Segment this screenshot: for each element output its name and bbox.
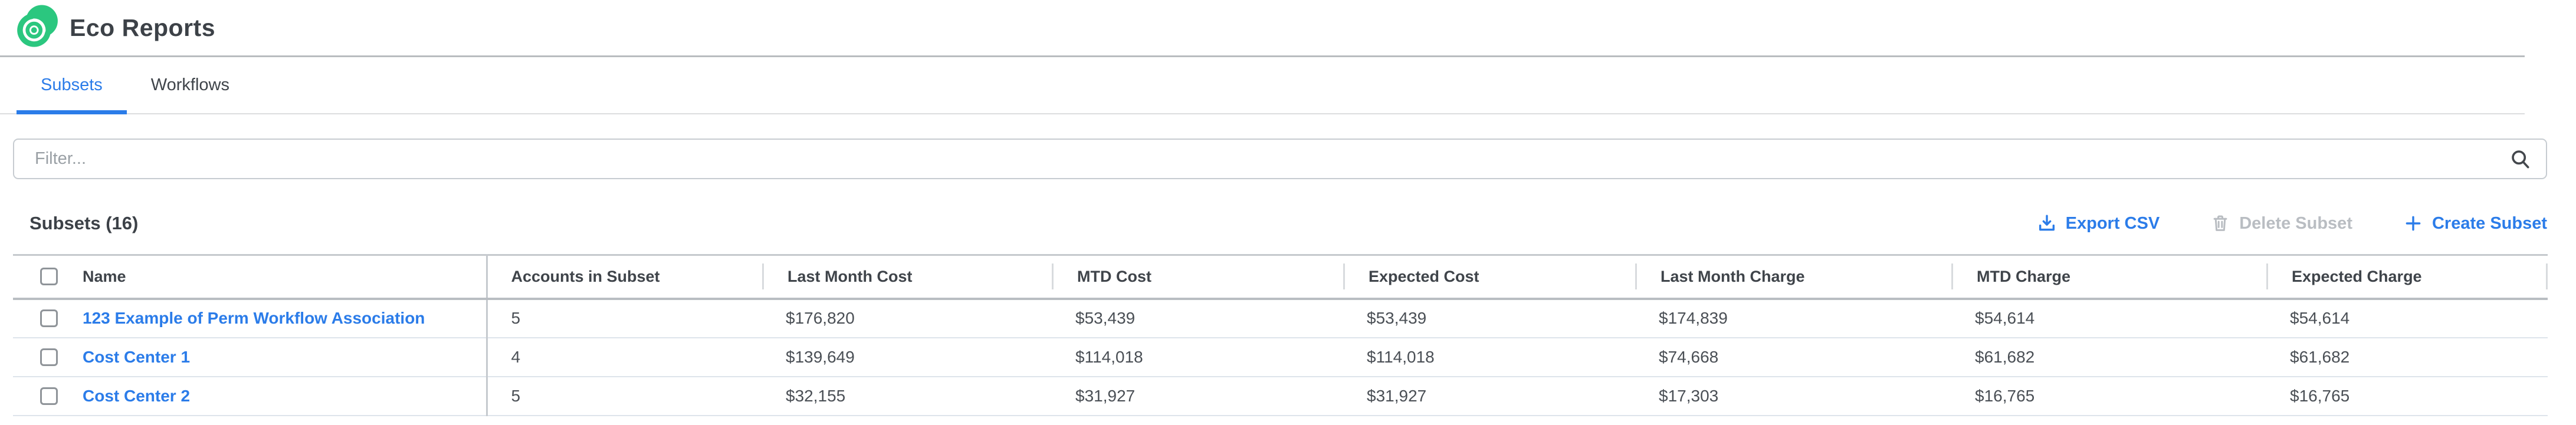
app-header: Eco Reports xyxy=(0,0,2525,57)
accounts-cell: 4 xyxy=(485,337,762,377)
mtd-cost-cell: $114,018 xyxy=(1052,337,1343,377)
mtd-charge-cell: $16,765 xyxy=(1951,376,2266,416)
delete-subset-button[interactable]: Delete Subset xyxy=(2210,213,2352,233)
column-header-expected-cost[interactable]: Expected Cost xyxy=(1343,255,1635,300)
table-body: 123 Example of Perm Workflow Association… xyxy=(13,298,2548,416)
expected-charge-cell: $54,614 xyxy=(2266,298,2548,338)
last-month-charge-cell: $74,668 xyxy=(1635,337,1951,377)
expected-cost-cell: $114,018 xyxy=(1343,337,1635,377)
column-header-name[interactable]: Name xyxy=(13,255,487,300)
column-header-mtd-charge[interactable]: MTD Charge xyxy=(1951,255,2266,300)
delete-subset-label: Delete Subset xyxy=(2239,213,2352,233)
column-header-expected-charge[interactable]: Expected Charge xyxy=(2266,255,2548,300)
column-header-last-month-cost[interactable]: Last Month Cost xyxy=(762,255,1052,300)
export-csv-label: Export CSV xyxy=(2065,213,2160,233)
subset-name-link[interactable]: Cost Center 2 xyxy=(83,386,191,405)
name-cell: Cost Center 1 xyxy=(13,337,487,377)
select-all-checkbox[interactable] xyxy=(40,268,58,286)
mtd-cost-cell: $31,927 xyxy=(1052,376,1343,416)
name-cell: Cost Center 2 xyxy=(13,376,487,416)
filter-bar xyxy=(13,139,2547,179)
accounts-cell: 5 xyxy=(485,376,762,416)
subsets-table: Name Accounts in Subset Last Month Cost … xyxy=(13,254,2548,416)
last-month-cost-cell: $176,820 xyxy=(762,298,1052,338)
download-icon xyxy=(2039,215,2055,231)
mtd-cost-cell: $53,439 xyxy=(1052,298,1343,338)
trash-icon xyxy=(2213,215,2227,231)
expected-cost-cell: $53,439 xyxy=(1343,298,1635,338)
table-row: Cost Center 1 4 $139,649 $114,018 $114,018 $7… xyxy=(13,337,2548,377)
filter-input[interactable] xyxy=(13,139,2547,179)
last-month-cost-cell: $32,155 xyxy=(762,376,1052,416)
table-header-row: Name Accounts in Subset Last Month Cost … xyxy=(13,255,2548,300)
eco-logo-icon xyxy=(17,5,58,47)
name-cell: 123 Example of Perm Workflow Association xyxy=(13,298,487,338)
create-subset-button[interactable]: Create Subset xyxy=(2403,213,2547,233)
expected-charge-cell: $61,682 xyxy=(2266,337,2548,377)
tab-bar: Subsets Workflows xyxy=(0,57,2525,114)
page-title: Eco Reports xyxy=(70,14,215,41)
subset-name-link[interactable]: Cost Center 1 xyxy=(83,347,191,366)
table-row: Cost Center 2 5 $32,155 $31,927 $31,927 $17,3… xyxy=(13,376,2548,416)
column-header-mtd-cost[interactable]: MTD Cost xyxy=(1052,255,1343,300)
column-header-accounts[interactable]: Accounts in Subset xyxy=(485,255,762,300)
row-checkbox[interactable] xyxy=(40,387,58,405)
last-month-charge-cell: $17,303 xyxy=(1635,376,1951,416)
last-month-cost-cell: $139,649 xyxy=(762,337,1052,377)
actions: Export CSV Delete Subset Create Subset xyxy=(2037,213,2547,233)
export-csv-button[interactable]: Export CSV xyxy=(2037,213,2160,233)
tab-subsets[interactable]: Subsets xyxy=(17,57,127,114)
accounts-cell: 5 xyxy=(485,298,762,338)
create-subset-label: Create Subset xyxy=(2431,213,2547,233)
row-checkbox[interactable] xyxy=(40,309,58,327)
expected-cost-cell: $31,927 xyxy=(1343,376,1635,416)
row-checkbox[interactable] xyxy=(40,348,58,366)
subset-name-link[interactable]: 123 Example of Perm Workflow Association xyxy=(83,309,425,327)
column-header-last-month-charge[interactable]: Last Month Charge xyxy=(1635,255,1951,300)
expected-charge-cell: $16,765 xyxy=(2266,376,2548,416)
mtd-charge-cell: $54,614 xyxy=(1951,298,2266,338)
last-month-charge-cell: $174,839 xyxy=(1635,298,1951,338)
mtd-charge-cell: $61,682 xyxy=(1951,337,2266,377)
section-heading: Subsets (16) xyxy=(29,213,139,233)
table-row: 123 Example of Perm Workflow Association… xyxy=(13,298,2548,338)
section-bar: Subsets (16) Export CSV Delete Subset xyxy=(13,213,2547,234)
tab-workflows[interactable]: Workflows xyxy=(150,75,230,94)
plus-icon xyxy=(2406,216,2421,231)
